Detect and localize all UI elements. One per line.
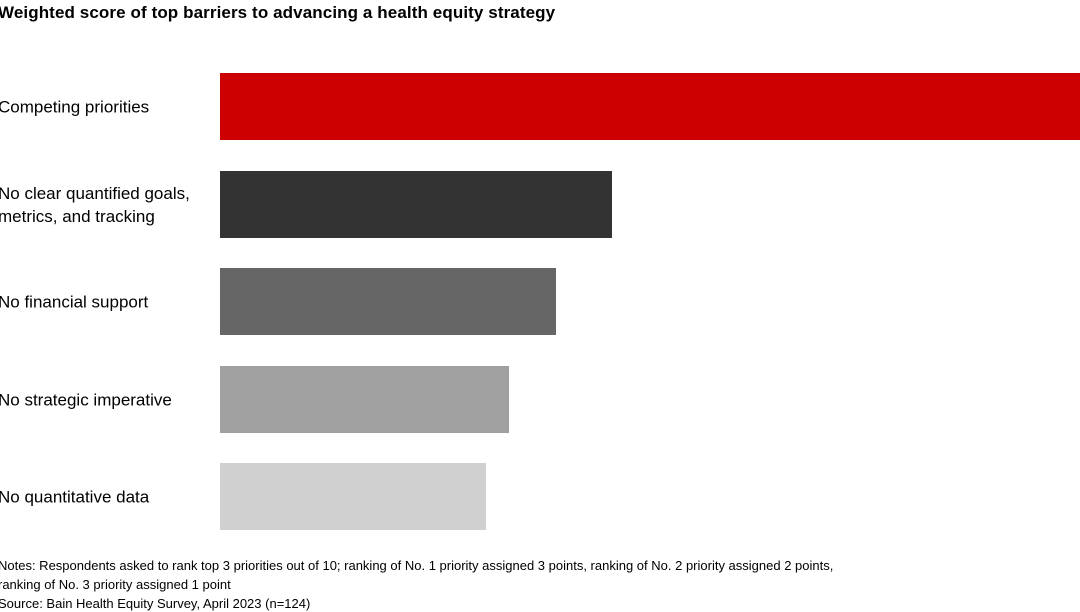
chart-title: Weighted score of top barriers to advanc…	[0, 3, 556, 22]
bar	[220, 366, 509, 433]
bar	[220, 171, 612, 238]
bar-row: No strategic imperative	[0, 366, 1080, 433]
bar-label: No strategic imperative	[0, 390, 172, 409]
bar-row: Competing priorities	[0, 73, 1080, 140]
chart-footnotes: Notes: Respondents asked to rank top 3 p…	[0, 556, 833, 612]
bar-row: No quantitative data	[0, 463, 1080, 530]
bar	[220, 268, 556, 335]
bar-label: Competing priorities	[0, 97, 150, 116]
bar-row: No financial support	[0, 268, 1080, 335]
bar-row: No clear quantified goals, metrics, and t…	[0, 171, 1080, 238]
bar-label: No financial support	[0, 292, 149, 311]
bar	[220, 73, 1080, 140]
bar-label: No quantitative data	[0, 487, 150, 506]
source-line: Source: Bain Health Equity Survey, April…	[0, 596, 311, 611]
notes-line-2: ranking of No. 3 priority assigned 1 poi…	[0, 577, 231, 592]
bar-label: No clear quantified goals, metrics, and t…	[0, 183, 190, 226]
bar-chart: Competing priorities No clear quantified …	[0, 73, 1080, 530]
bar	[220, 463, 486, 530]
notes-line-1: Notes: Respondents asked to rank top 3 p…	[0, 558, 834, 573]
